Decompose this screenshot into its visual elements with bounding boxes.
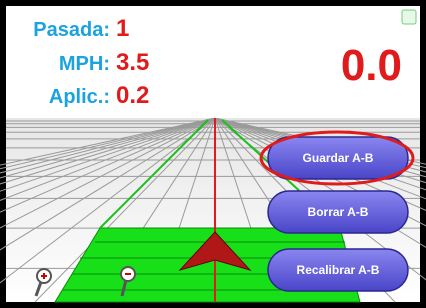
screen: Pasada: 1 MPH: 3.5 Aplic.: 0.2 0.0 Guard…	[0, 0, 426, 308]
button-label: Guardar A-B	[303, 151, 374, 165]
button-group: Guardar A-B Borrar A-B Recalibrar A-B	[268, 137, 408, 291]
page: {"status": {"pass_label": "Pasada:", "pa…	[0, 0, 426, 308]
button-label: Recalibrar A-B	[297, 263, 380, 277]
pass-label: Pasada:	[33, 19, 110, 41]
button[interactable]: Recalibrar A-B	[268, 249, 408, 291]
button-label: Borrar A-B	[308, 205, 369, 219]
button[interactable]: Borrar A-B	[268, 191, 408, 233]
pass-value: 1	[116, 15, 129, 42]
main-value: 0.0	[341, 41, 402, 90]
speed-label: MPH:	[59, 53, 110, 75]
rate-value: 0.2	[116, 82, 149, 109]
button[interactable]: Guardar A-B	[268, 137, 408, 179]
status-icon	[402, 10, 416, 24]
rate-label: Aplic.:	[49, 86, 110, 108]
speed-value: 3.5	[116, 49, 149, 76]
